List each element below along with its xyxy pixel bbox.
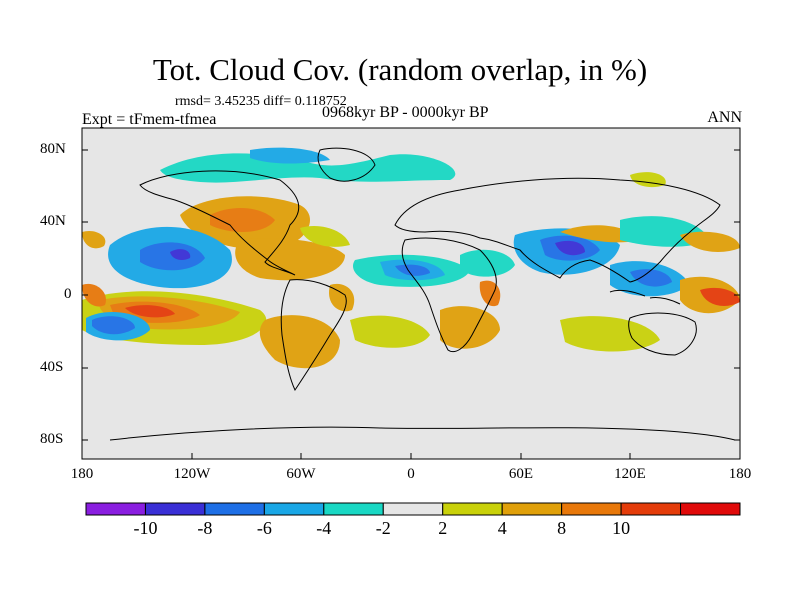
- coast-europe-asia: [394, 177, 721, 283]
- patch: [210, 208, 275, 232]
- colorbar: [85, 502, 741, 516]
- patch: [125, 305, 175, 318]
- colorbar-swatch: [263, 502, 325, 516]
- patch: [560, 316, 660, 352]
- colorbar-swatch: [501, 502, 563, 516]
- patch: [630, 269, 672, 287]
- patch: [82, 230, 106, 249]
- period-label: 0968kyr BP - 0000kyr BP: [322, 104, 489, 121]
- patch: [329, 283, 355, 312]
- season-label: ANN: [707, 109, 742, 126]
- patch: [680, 231, 740, 252]
- colorbar-label: 2: [438, 518, 448, 538]
- patch: [350, 315, 430, 348]
- lon-label: 60W: [286, 466, 316, 482]
- lat-label: 40S: [40, 359, 64, 375]
- lat-label: 0: [64, 286, 72, 302]
- colorbar-label: 8: [557, 518, 567, 538]
- patch: [160, 153, 456, 183]
- lat-label: 40N: [40, 213, 66, 229]
- lon-label: 180: [728, 466, 752, 482]
- colorbar-swatch: [561, 502, 622, 516]
- ticks: [81, 149, 741, 459]
- stats-line: rmsd= 3.45235 diff= 0.118752: [175, 94, 347, 109]
- coast-africa: [401, 237, 497, 353]
- colorbar-swatch: [323, 502, 384, 516]
- colorbar-label: -4: [316, 518, 332, 538]
- colorbar-label: -10: [133, 518, 158, 538]
- patch: [235, 238, 345, 281]
- colorbar-label: -2: [375, 518, 391, 538]
- colorbar-swatch: [442, 502, 503, 516]
- lon-label: 180: [70, 466, 94, 482]
- coast-south-america: [280, 279, 347, 392]
- experiment-label: Expt = tFmem-tfmea: [82, 111, 217, 128]
- patch: [259, 315, 340, 369]
- lon-label: 60E: [508, 466, 534, 482]
- colorbar-label: 4: [497, 518, 507, 538]
- coastlines: [109, 147, 736, 441]
- coast-australia: [628, 312, 697, 356]
- lon-label: 120E: [614, 466, 646, 482]
- coast-antarctica: [109, 426, 736, 441]
- colorbar-label: -6: [256, 518, 272, 538]
- colorbar-swatch: [85, 502, 146, 516]
- coast-indonesia: [609, 289, 681, 305]
- colorbar-swatch: [144, 502, 206, 516]
- colorbar-swatch: [204, 502, 265, 516]
- patch: [700, 287, 740, 306]
- colorbar-swatch: [382, 502, 444, 516]
- map-title: Tot. Cloud Cov. (random overlap, in %): [152, 52, 648, 87]
- coast-north-america: [139, 170, 300, 276]
- patch: [440, 306, 500, 349]
- coast-greenland: [317, 147, 376, 182]
- lat-label: 80S: [40, 431, 64, 447]
- colorbar-label: -8: [197, 518, 213, 538]
- patch: [170, 249, 191, 260]
- patch: [82, 283, 106, 307]
- patch: [479, 280, 501, 307]
- patch: [300, 225, 350, 247]
- colorbar-swatch: [680, 502, 741, 516]
- patch: [395, 264, 430, 276]
- patch: [460, 249, 515, 277]
- patch: [555, 240, 585, 256]
- lat-label: 80N: [40, 141, 66, 157]
- lon-label: 120W: [173, 466, 211, 482]
- lon-label: 0: [407, 466, 415, 482]
- anomaly-patches: [82, 147, 740, 369]
- patch: [250, 147, 330, 164]
- colorbar-swatch: [620, 502, 682, 516]
- patch: [92, 316, 135, 335]
- colorbar-label: 10: [612, 518, 631, 538]
